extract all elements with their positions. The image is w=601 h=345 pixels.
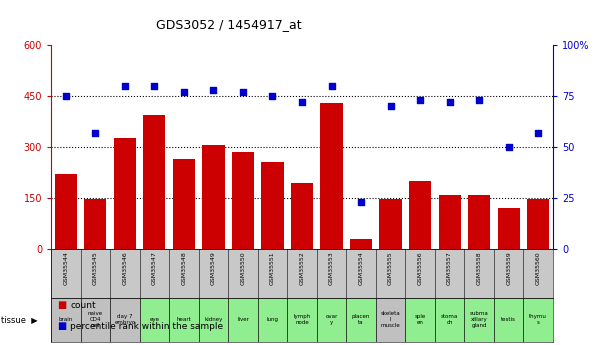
Text: GSM35554: GSM35554 bbox=[359, 251, 364, 285]
Text: lung: lung bbox=[266, 317, 278, 322]
Point bbox=[61, 93, 71, 99]
Text: GSM35545: GSM35545 bbox=[93, 251, 98, 285]
Bar bbox=[320, 103, 343, 249]
Text: ■: ■ bbox=[57, 300, 66, 310]
Bar bbox=[114, 138, 136, 249]
Text: GSM35552: GSM35552 bbox=[299, 251, 305, 285]
Bar bbox=[494, 298, 523, 342]
Text: kidney: kidney bbox=[204, 317, 222, 322]
Point bbox=[238, 89, 248, 95]
Text: subma
xillary
gland: subma xillary gland bbox=[470, 311, 489, 328]
Point bbox=[415, 97, 425, 103]
Text: ovar
y: ovar y bbox=[325, 314, 338, 325]
Bar bbox=[527, 198, 549, 249]
Text: lymph
node: lymph node bbox=[293, 314, 311, 325]
Point bbox=[120, 83, 130, 88]
Text: thymu
s: thymu s bbox=[529, 314, 547, 325]
Text: GSM35556: GSM35556 bbox=[418, 251, 423, 285]
Bar bbox=[228, 298, 258, 342]
Point bbox=[91, 130, 100, 135]
Point bbox=[297, 99, 307, 105]
Text: ■: ■ bbox=[57, 321, 66, 331]
Text: GSM35559: GSM35559 bbox=[506, 251, 511, 285]
Bar bbox=[439, 195, 461, 249]
Bar bbox=[169, 298, 199, 342]
Text: GSM35558: GSM35558 bbox=[477, 251, 481, 285]
Text: eye: eye bbox=[150, 317, 159, 322]
Bar bbox=[51, 298, 81, 342]
Text: GSM35548: GSM35548 bbox=[182, 251, 186, 285]
Text: skeleta
l
muscle: skeleta l muscle bbox=[380, 311, 400, 328]
Bar bbox=[379, 198, 401, 249]
Text: tissue  ▶: tissue ▶ bbox=[1, 315, 37, 324]
Bar bbox=[199, 298, 228, 342]
Bar bbox=[350, 239, 372, 249]
Bar bbox=[203, 145, 225, 249]
Bar bbox=[498, 208, 520, 249]
Point bbox=[474, 97, 484, 103]
Text: brain: brain bbox=[59, 317, 73, 322]
Text: GSM35557: GSM35557 bbox=[447, 251, 452, 285]
Bar bbox=[143, 115, 165, 249]
Text: GSM35544: GSM35544 bbox=[63, 251, 69, 285]
Point bbox=[533, 130, 543, 135]
Bar bbox=[376, 298, 405, 342]
Bar bbox=[346, 298, 376, 342]
Point bbox=[267, 93, 277, 99]
Point bbox=[445, 99, 454, 105]
Bar bbox=[232, 152, 254, 249]
Text: GSM35547: GSM35547 bbox=[152, 251, 157, 285]
Point bbox=[327, 83, 337, 88]
Text: GSM35553: GSM35553 bbox=[329, 251, 334, 285]
Text: GSM35549: GSM35549 bbox=[211, 251, 216, 285]
Bar bbox=[287, 298, 317, 342]
Bar bbox=[409, 181, 431, 249]
Bar bbox=[291, 183, 313, 249]
Bar bbox=[173, 159, 195, 249]
Bar bbox=[81, 298, 110, 342]
Text: percentile rank within the sample: percentile rank within the sample bbox=[70, 322, 224, 331]
Point bbox=[504, 144, 513, 150]
Text: GSM35546: GSM35546 bbox=[123, 251, 127, 285]
Text: stoma
ch: stoma ch bbox=[441, 314, 459, 325]
Text: naive
CD4
cell: naive CD4 cell bbox=[88, 311, 103, 328]
Point bbox=[209, 87, 218, 92]
Point bbox=[356, 199, 366, 205]
Bar bbox=[84, 198, 106, 249]
Text: GDS3052 / 1454917_at: GDS3052 / 1454917_at bbox=[156, 18, 301, 31]
Bar bbox=[468, 195, 490, 249]
Bar bbox=[405, 298, 435, 342]
Text: heart: heart bbox=[177, 317, 191, 322]
Bar bbox=[261, 162, 284, 249]
Text: GSM35550: GSM35550 bbox=[240, 251, 245, 285]
Bar bbox=[110, 298, 139, 342]
Bar bbox=[465, 298, 494, 342]
Point bbox=[179, 89, 189, 95]
Text: testis: testis bbox=[501, 317, 516, 322]
Bar bbox=[523, 298, 553, 342]
Text: placen
ta: placen ta bbox=[352, 314, 370, 325]
Bar bbox=[258, 298, 287, 342]
Text: sple
en: sple en bbox=[415, 314, 426, 325]
Text: GSM35555: GSM35555 bbox=[388, 251, 393, 285]
Point bbox=[386, 103, 395, 109]
Bar bbox=[317, 298, 346, 342]
Text: day 7
embryo: day 7 embryo bbox=[114, 314, 135, 325]
Bar bbox=[55, 174, 77, 249]
Bar bbox=[435, 298, 465, 342]
Point bbox=[150, 83, 159, 88]
Bar bbox=[139, 298, 169, 342]
Text: GSM35551: GSM35551 bbox=[270, 251, 275, 285]
Text: GSM35560: GSM35560 bbox=[535, 251, 541, 285]
Text: liver: liver bbox=[237, 317, 249, 322]
Text: count: count bbox=[70, 301, 96, 310]
